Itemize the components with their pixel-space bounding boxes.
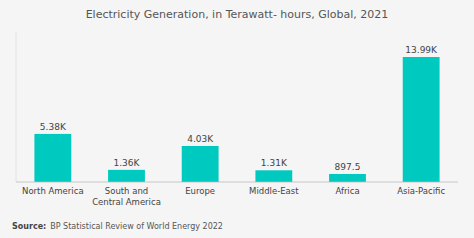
x-tick-label-line: North America [22, 186, 84, 196]
data-label: 4.03K [187, 134, 214, 144]
x-tick-labels: North America South andCentral America Eur… [22, 186, 445, 207]
source-label: Source: [12, 222, 46, 231]
data-label: 1.31K [261, 158, 288, 168]
bar [403, 57, 440, 182]
data-label: 897.5 [335, 162, 361, 172]
x-tick-label: South andCentral America [92, 186, 161, 207]
x-tick-label: Asia-Pacific [397, 186, 445, 196]
x-axis-line [16, 182, 458, 183]
x-tick-label: Africa [335, 186, 359, 196]
x-tick-label-line: Middle-East [249, 186, 299, 196]
x-tick-label-line: Africa [335, 186, 359, 196]
title: Electricity Generation, in Terawatt- hou… [86, 8, 389, 21]
x-tick-label: North America [22, 186, 84, 196]
data-labels: 5.38K 1.36K 4.03K 1.31K 897.5 13.99K [40, 45, 438, 172]
source-text: BP Statistical Review of World Energy 20… [50, 222, 223, 231]
chart-container: Electricity Generation, in Terawatt- hou… [0, 0, 474, 238]
y-axis-line [16, 32, 17, 182]
data-label: 1.36K [114, 158, 141, 168]
chart-svg: Electricity Generation, in Terawatt- hou… [0, 0, 474, 238]
x-tick-label: Middle-East [249, 186, 299, 196]
bar [108, 170, 145, 182]
x-tick-label: Europe [185, 186, 215, 196]
bar [255, 170, 292, 182]
data-label: 13.99K [405, 45, 438, 55]
bars [34, 57, 439, 182]
x-tick-label-line: Asia-Pacific [397, 186, 445, 196]
background [0, 0, 474, 238]
bar [34, 134, 71, 182]
source-note: Source: BP Statistical Review of World En… [12, 222, 223, 231]
bar [329, 174, 366, 182]
bar [182, 146, 219, 182]
x-tick-label-line: South and [105, 186, 148, 196]
x-tick-label-line: Europe [185, 186, 215, 196]
data-label: 5.38K [40, 122, 67, 132]
x-tick-label-line: Central America [92, 197, 161, 207]
